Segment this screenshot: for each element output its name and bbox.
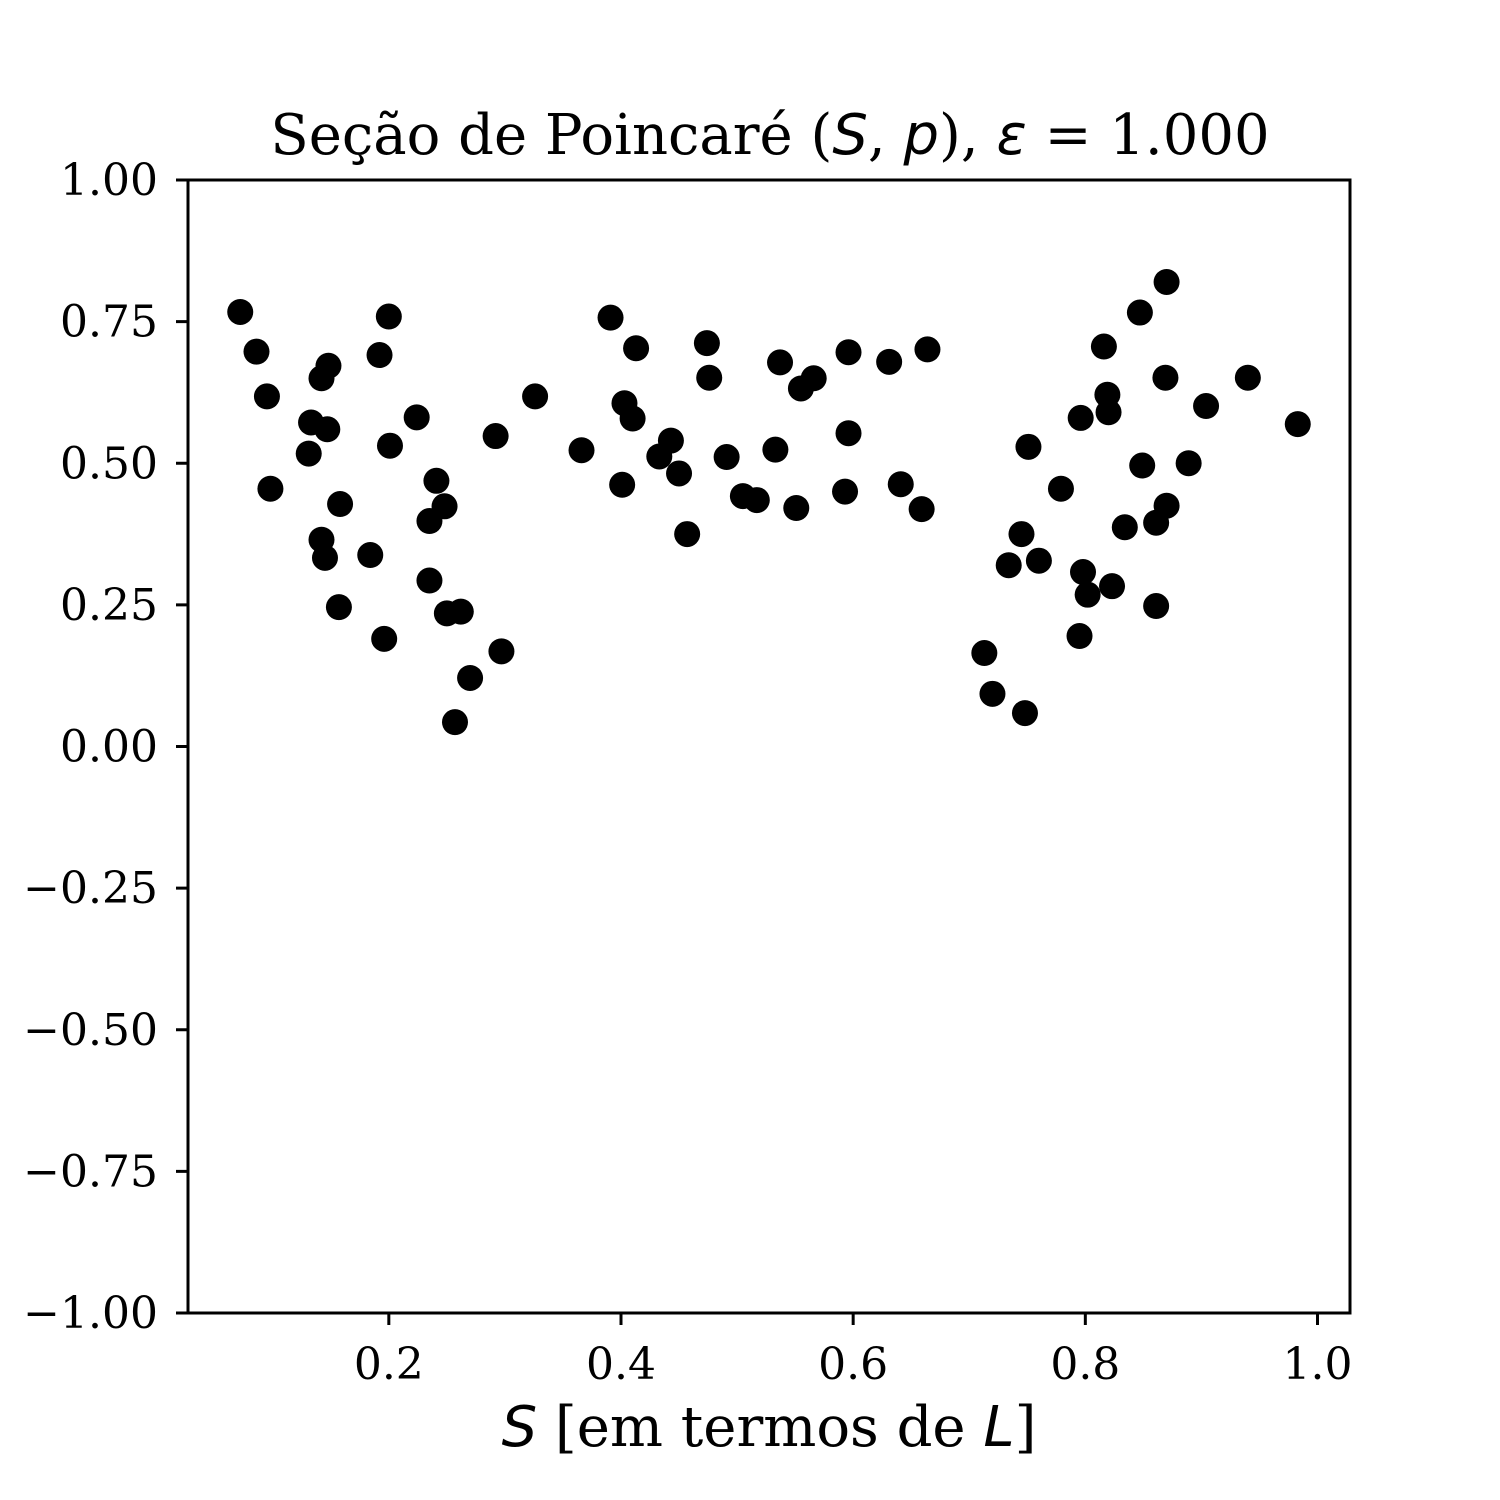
data-point xyxy=(243,338,270,365)
data-point xyxy=(693,330,720,357)
x-axis-ticks: 0.2 0.4 0.6 0.8 1.0 xyxy=(354,1313,1353,1390)
x-tick-label: 0.8 xyxy=(1050,1339,1120,1390)
data-point xyxy=(441,709,468,736)
data-point xyxy=(657,427,684,454)
data-point xyxy=(696,364,723,391)
scatter-points xyxy=(227,268,1311,736)
data-point xyxy=(623,335,650,362)
data-point xyxy=(835,420,862,447)
data-point xyxy=(403,404,430,431)
y-axis-ticks: 1.00 0.75 0.50 0.25 0.00 −0.25 −0.50 −0.75 −1.00 xyxy=(23,155,188,1339)
data-point xyxy=(568,437,595,464)
data-point xyxy=(1143,593,1170,620)
data-point xyxy=(371,625,398,652)
data-point xyxy=(1070,559,1097,586)
data-point xyxy=(311,544,338,571)
data-point xyxy=(1047,475,1074,502)
data-point xyxy=(908,496,935,523)
data-point xyxy=(522,383,549,410)
data-point xyxy=(227,298,254,325)
data-point xyxy=(423,467,450,494)
data-point xyxy=(767,349,794,376)
data-point xyxy=(325,594,352,621)
data-point xyxy=(488,638,515,665)
data-point xyxy=(1175,450,1202,477)
data-point xyxy=(887,471,914,498)
data-point xyxy=(357,542,384,569)
data-point xyxy=(482,423,509,450)
data-point xyxy=(295,440,322,467)
y-tick-label: 0.50 xyxy=(60,438,158,489)
data-point xyxy=(713,444,740,471)
data-point xyxy=(979,680,1006,707)
data-point xyxy=(1008,521,1035,548)
data-point xyxy=(609,471,636,498)
data-point xyxy=(431,493,458,520)
chart-title: Seção de Poincaré (S, p), ε = 1.000 xyxy=(270,103,1269,168)
data-point xyxy=(1152,364,1179,391)
x-tick-label: 0.4 xyxy=(586,1339,656,1390)
y-tick-label: −0.50 xyxy=(23,1005,158,1056)
data-point xyxy=(971,640,998,667)
data-point xyxy=(914,336,941,363)
data-point xyxy=(597,304,624,331)
data-point xyxy=(447,598,474,625)
x-tick-label: 1.0 xyxy=(1283,1339,1353,1390)
data-point xyxy=(832,478,859,505)
data-point xyxy=(1011,700,1038,727)
data-point xyxy=(1153,492,1180,519)
y-tick-label: 0.25 xyxy=(60,580,158,631)
data-point xyxy=(1090,333,1117,360)
data-point xyxy=(1074,581,1101,608)
data-point xyxy=(1129,452,1156,479)
data-point xyxy=(666,460,693,487)
data-point xyxy=(674,521,701,548)
data-point xyxy=(375,303,402,330)
data-point xyxy=(1153,268,1180,295)
data-point xyxy=(314,416,341,443)
data-point xyxy=(1126,299,1153,326)
data-point xyxy=(835,339,862,366)
data-point xyxy=(1284,411,1311,438)
x-tick-label: 0.6 xyxy=(818,1339,888,1390)
data-point xyxy=(1099,573,1126,600)
y-tick-label: 1.00 xyxy=(60,155,158,206)
x-axis-label: S [em termos de L] xyxy=(502,1395,1037,1460)
data-point xyxy=(1025,547,1052,574)
data-point xyxy=(800,365,827,392)
y-tick-label: −1.00 xyxy=(23,1288,158,1339)
data-point xyxy=(1111,514,1138,541)
data-point xyxy=(995,552,1022,579)
data-point xyxy=(1234,364,1261,391)
data-point xyxy=(1066,623,1093,650)
y-tick-label: 0.75 xyxy=(60,297,158,348)
y-tick-label: −0.25 xyxy=(23,863,158,914)
x-tick-label: 0.2 xyxy=(354,1339,424,1390)
data-point xyxy=(457,664,484,691)
data-point xyxy=(315,352,342,379)
data-point xyxy=(1193,393,1220,420)
data-point xyxy=(1095,399,1122,426)
data-point xyxy=(743,487,770,514)
y-tick-label: 0.00 xyxy=(60,722,158,773)
data-point xyxy=(327,491,354,518)
plot-frame xyxy=(186,178,1352,1315)
data-point xyxy=(376,432,403,459)
data-point xyxy=(876,348,903,375)
data-point xyxy=(762,436,789,463)
data-point xyxy=(1067,404,1094,431)
data-point xyxy=(1015,433,1042,460)
data-point xyxy=(619,405,646,432)
data-point xyxy=(416,567,443,594)
y-tick-label: −0.75 xyxy=(23,1146,158,1197)
data-point xyxy=(253,383,280,410)
data-point xyxy=(366,342,393,369)
data-point xyxy=(257,475,284,502)
data-point xyxy=(783,495,810,522)
